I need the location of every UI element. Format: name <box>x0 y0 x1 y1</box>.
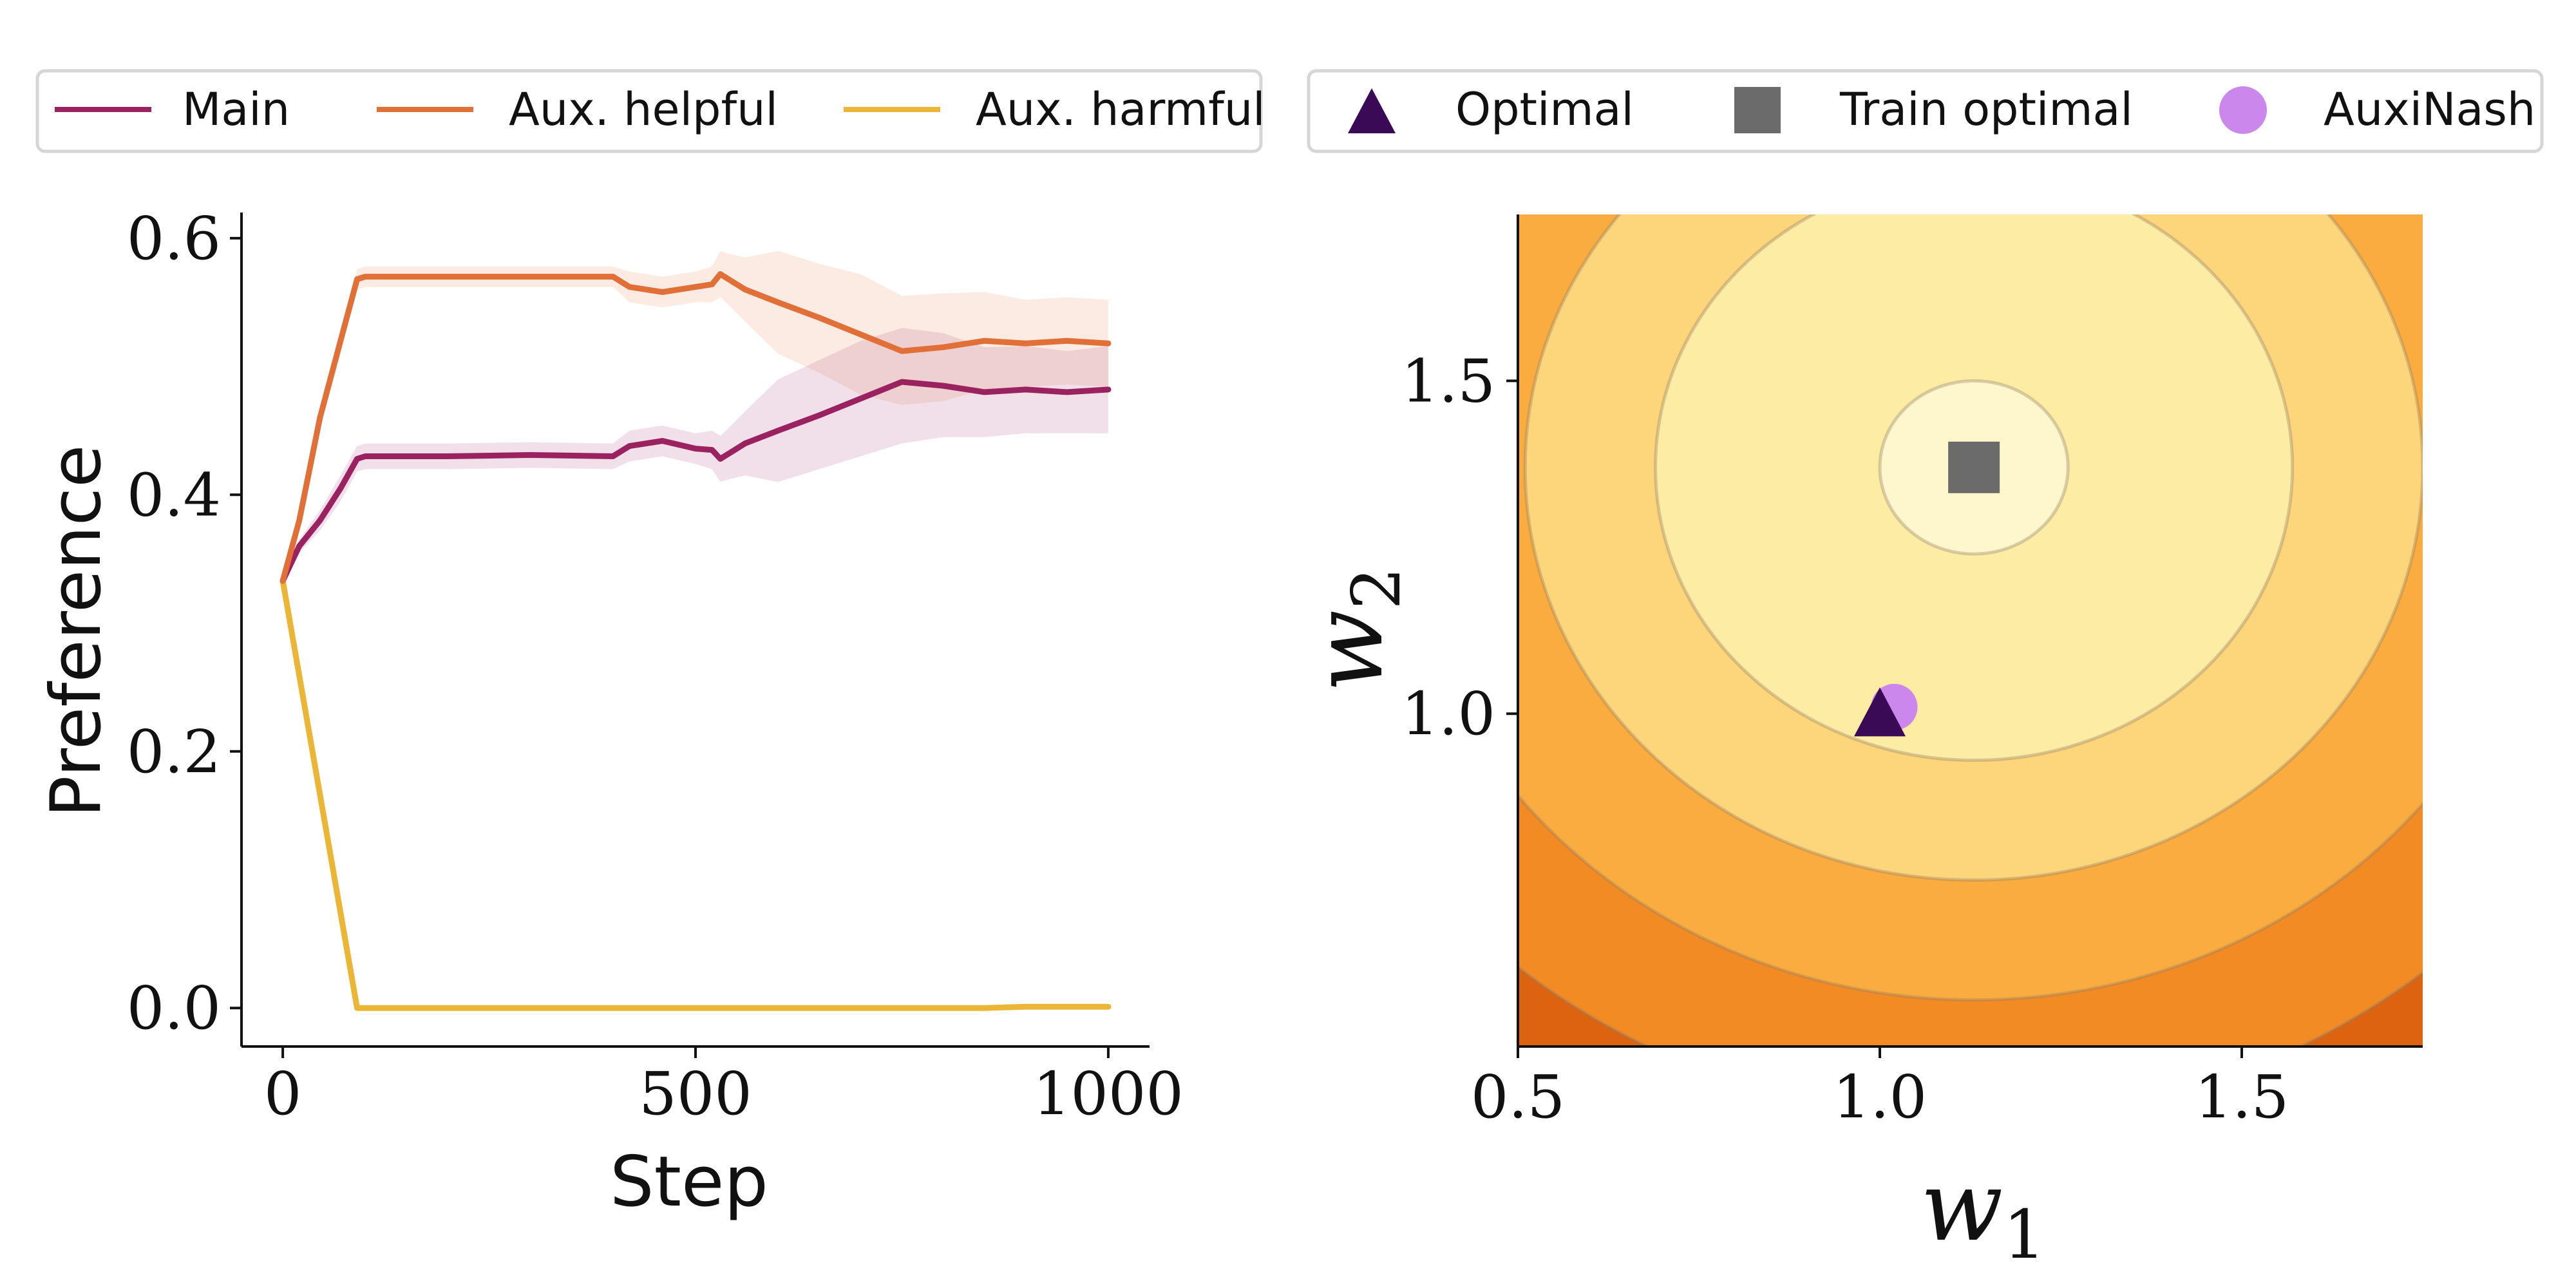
x-tick-label: 500 <box>639 1059 752 1128</box>
x-tick-label: 1000 <box>1033 1059 1184 1128</box>
band-series-0 <box>283 328 1108 581</box>
legend-right: Optimal Train optimal AuxiNash <box>1307 69 2544 153</box>
legend-main-label: Main <box>182 83 290 136</box>
legend-optimal-triangle <box>1348 88 1396 133</box>
legend-aux-helpful-label: Aux. helpful <box>509 83 778 136</box>
contour-chart: 0.5 1.0 1.5 1.0 1.5 w1 w2 <box>1293 214 2423 1274</box>
left-axes: 0 500 1000 0.0 0.2 0.4 0.6 <box>127 204 1184 1128</box>
legend-auxinash-label: AuxiNash <box>2324 83 2535 136</box>
x-tick-label: 1.5 <box>2195 1063 2289 1132</box>
y-tick-label: 1.0 <box>1401 679 1495 748</box>
confidence-bands <box>283 251 1108 581</box>
line-series-2 <box>279 578 1112 1011</box>
y-tick-label: 0.0 <box>127 974 221 1043</box>
marker-points <box>1854 441 2000 737</box>
line-chart: 0 500 1000 0.0 0.2 0.4 0.6 Step Preference <box>36 204 1184 1222</box>
marker-train-optimal <box>1948 441 2000 493</box>
series-lines <box>279 271 1112 1011</box>
y-tick-label: 0.2 <box>127 717 221 786</box>
legend-auxinash-circle <box>2219 86 2267 134</box>
legend-left: Main Aux. helpful Aux. harmful <box>35 69 1265 153</box>
legend-train-optimal-label: Train optimal <box>1839 83 2133 136</box>
x-axis-label: Step <box>610 1142 768 1222</box>
marker-optimal <box>1854 687 1906 737</box>
line-series-1 <box>279 271 1112 584</box>
x-tick-label: 0 <box>264 1059 302 1128</box>
legend-train-optimal-square <box>1734 87 1781 133</box>
legend-optimal-label: Optimal <box>1455 83 1634 136</box>
x-tick-label: 1.0 <box>1833 1063 1927 1132</box>
x-axis-math-label: w1 <box>1920 1151 2046 1274</box>
y-axis-math-label: w2 <box>1293 567 1416 692</box>
x-tick-label: 0.5 <box>1471 1063 1565 1132</box>
band-series-1 <box>283 251 1108 581</box>
y-tick-label: 0.6 <box>127 204 221 273</box>
legend-aux-harmful-label: Aux. harmful <box>976 83 1265 136</box>
y-tick-label: 0.4 <box>127 460 221 529</box>
y-axis-label: Preference <box>36 445 117 818</box>
y-tick-label: 1.5 <box>1401 346 1495 415</box>
contour-levels <box>1518 214 2423 1046</box>
right-axes: 0.5 1.0 1.5 1.0 1.5 <box>1401 214 2423 1132</box>
line-series-0 <box>279 379 1112 584</box>
